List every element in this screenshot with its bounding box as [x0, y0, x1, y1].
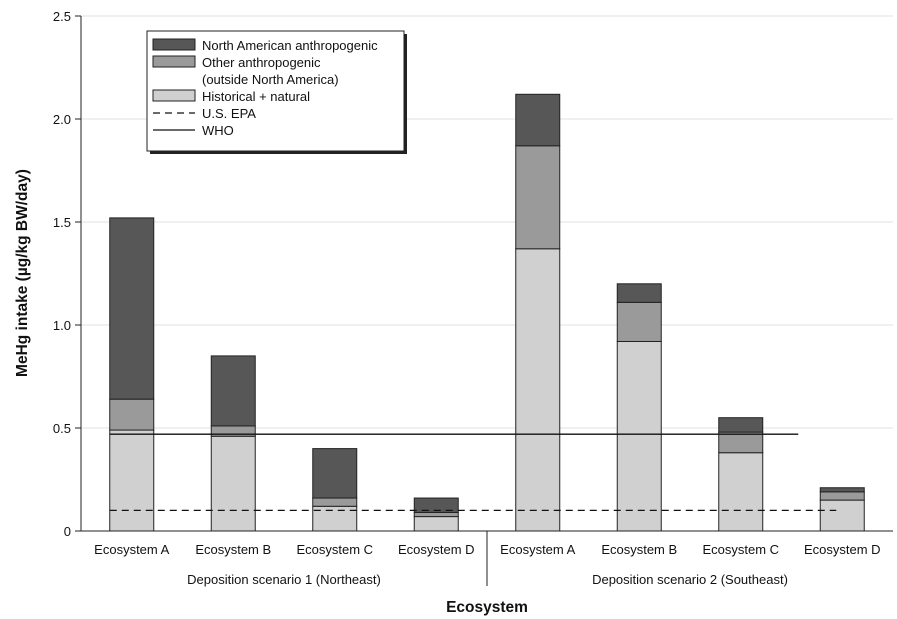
- legend-swatch: [152, 55, 196, 68]
- bar-segment: [819, 491, 865, 501]
- bar-segment: [210, 435, 256, 532]
- y-tick-label: 2.0: [53, 112, 71, 127]
- bar-segment: [413, 497, 459, 513]
- bar-segment: [210, 355, 256, 427]
- axes: [80, 16, 893, 586]
- bar-segment: [413, 516, 459, 532]
- legend-label: U.S. EPA: [202, 106, 256, 121]
- bar-segment: [819, 487, 865, 493]
- x-axis-label: Ecosystem: [446, 599, 528, 616]
- bar-segment: [819, 499, 865, 532]
- bar-segment: [718, 431, 764, 454]
- bar-segment: [616, 283, 662, 303]
- x-tick-label: Ecosystem D: [398, 542, 475, 557]
- group-labels: Deposition scenario 1 (Northeast) Deposit…: [187, 572, 788, 587]
- y-axis-label: MeHg intake (µg/kg BW/day): [14, 169, 31, 377]
- x-tick-label: Ecosystem A: [500, 542, 575, 557]
- bar-segment: [718, 452, 764, 532]
- y-tick-label: 2.5: [53, 9, 71, 24]
- y-tick-label: 0: [64, 524, 71, 539]
- legend-label: Other anthropogenic: [202, 55, 321, 70]
- y-tick-label: 1.5: [53, 215, 71, 230]
- bar-segment: [312, 497, 358, 507]
- x-tick-label: Ecosystem C: [702, 542, 779, 557]
- x-tick-label: Ecosystem D: [804, 542, 881, 557]
- bars: [109, 93, 865, 532]
- group-label: Deposition scenario 1 (Northeast): [187, 572, 381, 587]
- x-tick-label: Ecosystem C: [296, 542, 373, 557]
- bar-segment: [718, 417, 764, 433]
- bar-segment: [413, 511, 459, 518]
- bar-segment: [515, 93, 561, 147]
- legend-label: North American anthropogenic: [202, 38, 378, 53]
- bar-segment: [312, 448, 358, 499]
- y-tick-label: 1.0: [53, 318, 71, 333]
- reference-lines: [109, 433, 837, 512]
- legend-label: Historical + natural: [202, 89, 310, 104]
- x-tick-labels: Ecosystem A Ecosystem B Ecosystem C Ecosyst…: [94, 542, 880, 557]
- bar-segment: [109, 429, 155, 532]
- x-tick-label: Ecosystem B: [601, 542, 677, 557]
- legend-label: (outside North America): [202, 72, 339, 87]
- legend-swatch: [152, 38, 196, 51]
- bar-segment: [515, 248, 561, 532]
- legend-swatch: [152, 89, 196, 102]
- y-tick-label: 0.5: [53, 421, 71, 436]
- bar-segment: [109, 398, 155, 431]
- group-label: Deposition scenario 2 (Southeast): [592, 572, 788, 587]
- bar-segment: [515, 145, 561, 250]
- legend: North American anthropogenic Other anthro…: [146, 30, 407, 154]
- bar-segment: [109, 217, 155, 400]
- y-tick-labels: 0 0.5 1.0 1.5 2.0 2.5: [53, 9, 81, 539]
- x-tick-label: Ecosystem A: [94, 542, 169, 557]
- bar-segment: [616, 301, 662, 342]
- bar-segment: [616, 340, 662, 532]
- x-tick-label: Ecosystem B: [195, 542, 271, 557]
- legend-label: WHO: [202, 123, 234, 138]
